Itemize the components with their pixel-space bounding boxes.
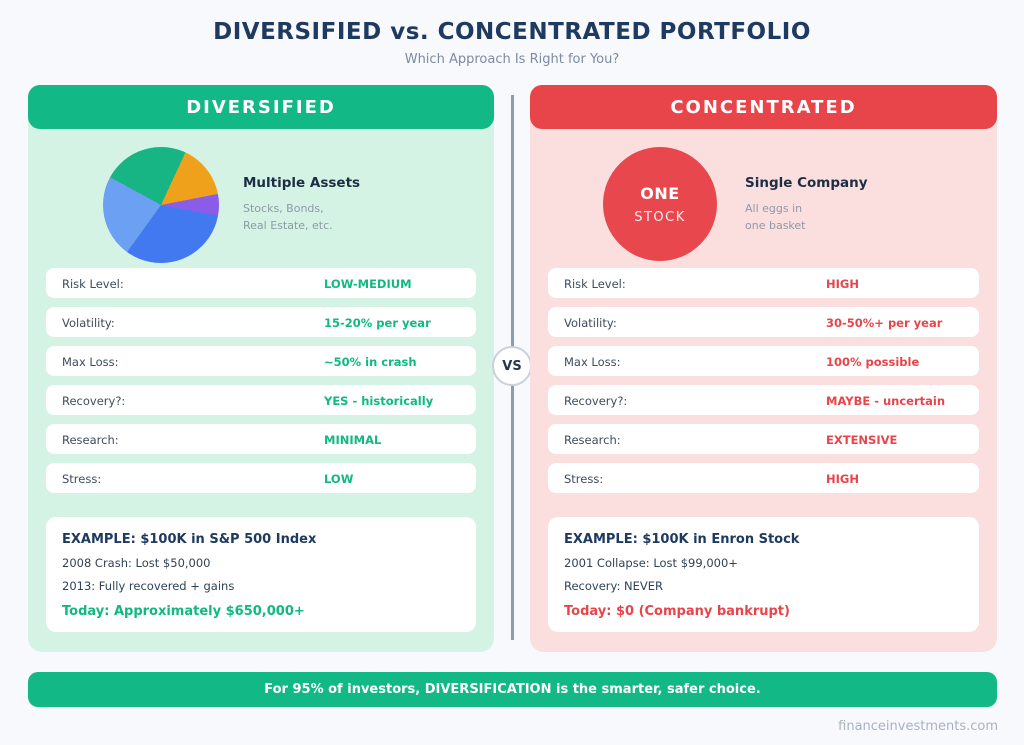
table-row: Recovery?: MAYBE - uncertain [548,385,979,415]
example-line: 2008 Crash: Lost $50,000 [62,556,211,570]
table-row: Max Loss: 100% possible [548,346,979,376]
table-row: Research: MINIMAL [46,424,476,454]
diversified-visual-title: Multiple Assets [243,175,361,191]
diversified-example-card: EXAMPLE: $100K in S&P 500 Index 2008 Cra… [46,517,476,632]
row-label: Max Loss: [564,355,621,369]
concentrated-rows: Risk Level: HIGH Volatility: 30-50%+ per… [548,268,979,502]
example-highlight: Today: $0 (Company bankrupt) [564,604,790,619]
row-label: Research: [564,433,621,447]
row-value: 100% possible [826,355,920,369]
row-label: Volatility: [564,316,617,330]
table-row: Research: EXTENSIVE [548,424,979,454]
diversified-visual-subtitle-2: Real Estate, etc. [243,219,333,232]
row-value: EXTENSIVE [826,433,898,447]
diversified-visual-subtitle-1: Stocks, Bonds, [243,202,324,215]
table-row: Volatility: 15-20% per year [46,307,476,337]
row-label: Recovery?: [62,394,126,408]
page-title: DIVERSIFIED vs. CONCENTRATED PORTFOLIO [213,19,811,45]
row-value: HIGH [826,472,859,486]
example-title: EXAMPLE: $100K in S&P 500 Index [62,532,317,547]
table-row: Stress: HIGH [548,463,979,493]
table-row: Volatility: 30-50%+ per year [548,307,979,337]
row-value: ~50% in crash [324,355,417,369]
example-line: 2013: Fully recovered + gains [62,579,235,593]
footer-website: financeinvestments.com [838,719,998,734]
example-line: Recovery: NEVER [564,579,664,593]
table-row: Stress: LOW [46,463,476,493]
row-value: LOW-MEDIUM [324,277,412,291]
row-value: 15-20% per year [324,316,431,330]
vs-badge: VS [492,346,532,386]
concentrated-example-card: EXAMPLE: $100K in Enron Stock 2001 Colla… [548,517,979,632]
one-stock-circle: ONE STOCK [603,147,717,261]
one-stock-line1: ONE [640,183,680,203]
row-label: Max Loss: [62,355,119,369]
table-row: Risk Level: LOW-MEDIUM [46,268,476,298]
row-label: Risk Level: [62,277,124,291]
example-line: 2001 Collapse: Lost $99,000+ [564,556,738,570]
row-label: Stress: [62,472,102,486]
page-subtitle: Which Approach Is Right for You? [404,52,620,67]
concentrated-visual-subtitle-1: All eggs in [745,202,803,215]
allocation-pie-chart [103,147,219,263]
diversified-rows: Risk Level: LOW-MEDIUM Volatility: 15-20… [46,268,476,502]
concentrated-visual-text: Single Company All eggs in one basket [745,175,868,234]
diversified-header: DIVERSIFIED [28,85,494,129]
row-value: 30-50%+ per year [826,316,943,330]
row-label: Risk Level: [564,277,626,291]
diversified-visual-text: Multiple Assets Stocks, Bonds, Real Esta… [243,175,360,234]
example-title: EXAMPLE: $100K in Enron Stock [564,532,800,547]
concentrated-header: CONCENTRATED [530,85,997,129]
table-row: Recovery?: YES - historically [46,385,476,415]
diversified-panel: DIVERSIFIED Multiple Assets Stocks, Bond… [28,85,494,652]
row-label: Research: [62,433,119,447]
table-row: Risk Level: HIGH [548,268,979,298]
row-value: YES - historically [324,394,434,408]
row-value: MAYBE - uncertain [826,394,946,408]
concentrated-visual-title: Single Company [745,175,868,191]
concentrated-panel: CONCENTRATED ONE STOCK Single Company Al… [530,85,997,652]
row-value: LOW [324,472,354,486]
one-stock-line2: STOCK [634,209,686,225]
table-row: Max Loss: ~50% in crash [46,346,476,376]
row-label: Stress: [564,472,604,486]
conclusion-banner: For 95% of investors, DIVERSIFICATION is… [28,672,997,707]
row-value: HIGH [826,277,859,291]
concentrated-visual-subtitle-2: one basket [745,219,806,232]
row-label: Recovery?: [564,394,628,408]
example-highlight: Today: Approximately $650,000+ [62,604,305,619]
row-label: Volatility: [62,316,115,330]
row-value: MINIMAL [324,433,382,447]
